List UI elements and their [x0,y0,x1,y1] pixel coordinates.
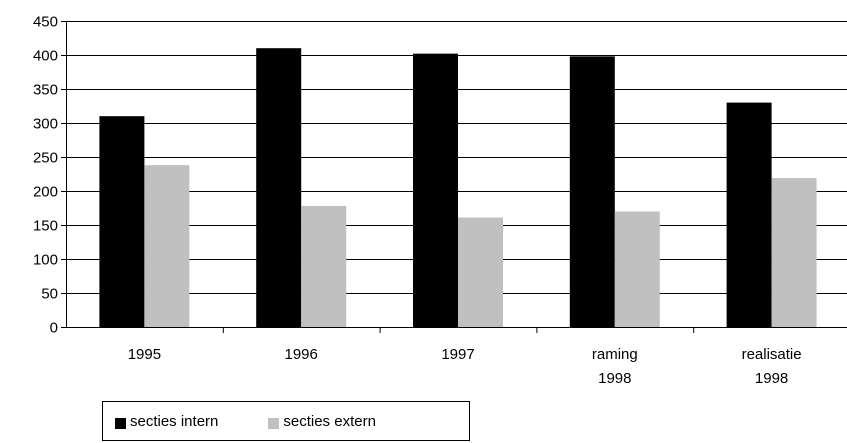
bar-secties-extern-4 [771,178,817,327]
x-category-label: 1995 [128,346,161,363]
legend: secties intern secties extern [102,401,470,441]
y-tick-label: 100 [33,252,58,269]
bar-secties-intern-0 [99,116,145,327]
bar-secties-intern-2 [413,53,458,327]
x-category-label: raming [592,346,638,363]
x-category-label: 1996 [285,346,318,363]
y-tick-label: 300 [33,116,58,133]
bar-secties-intern-4 [726,102,772,327]
bar-secties-extern-1 [301,205,347,327]
y-tick-label: 450 [33,14,58,31]
x-axis-labels: 1995 1996 1997 raming 1998 realisatie 1998 [128,327,802,387]
bars [99,48,817,328]
y-tick-label: 350 [33,82,58,99]
bar-secties-extern-3 [614,211,660,327]
y-tick-label: 250 [33,150,58,167]
bar-secties-extern-2 [458,217,503,327]
legend-swatch-secties-intern [115,417,126,429]
bar-secties-intern-1 [256,48,302,327]
x-category-label: realisatie [742,346,802,363]
bar-secties-extern-0 [144,165,190,327]
legend-swatch-secties-extern [268,417,280,429]
y-tick-label: 400 [33,48,58,65]
legend-label-secties-extern: secties extern [283,412,376,430]
y-tick-label: 0 [50,320,58,337]
legend-item-secties-extern: secties extern [268,413,376,430]
y-axis-ticks: 0 50 100 150 200 250 300 350 400 450 [33,14,66,337]
legend-label-secties-intern: secties intern [130,412,219,430]
y-tick-label: 50 [41,286,58,303]
x-category-label: 1998 [598,370,631,387]
y-tick-label: 150 [33,218,58,235]
bar-secties-intern-3 [569,56,615,328]
x-category-label: 1997 [441,346,474,363]
y-tick-label: 200 [33,184,58,201]
x-category-label: 1998 [755,370,788,387]
legend-item-secties-intern: secties intern [115,413,218,430]
